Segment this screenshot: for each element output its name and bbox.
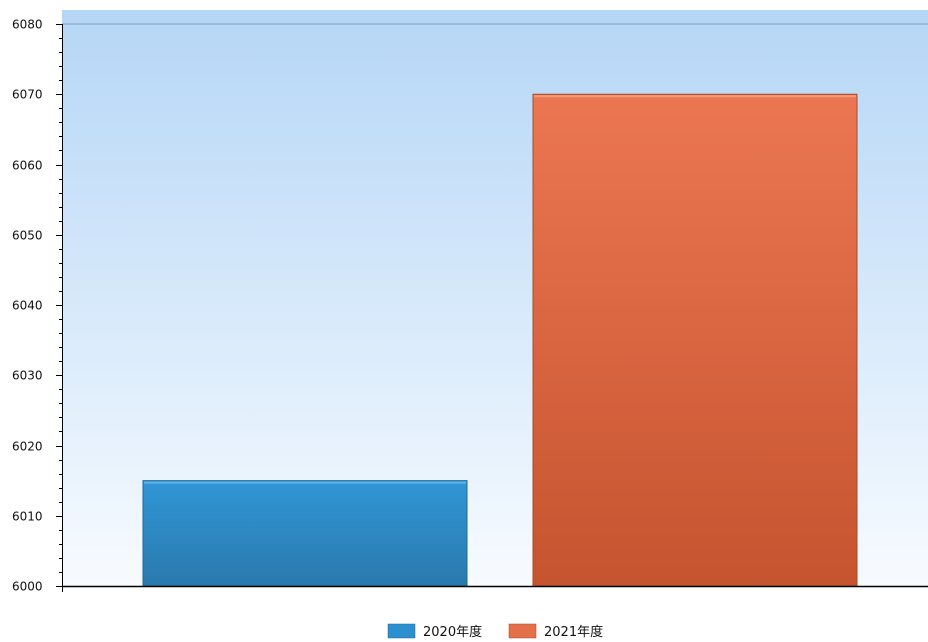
y-tick-label: 6030 (12, 369, 43, 383)
legend-swatch-2020年度 (387, 623, 416, 639)
bar-2020年度 (142, 480, 468, 587)
y-tick-label: 6080 (12, 18, 43, 32)
legend-swatch-2021年度 (508, 623, 537, 639)
y-tick-label: 6000 (12, 580, 43, 594)
y-tick-label: 6060 (12, 159, 43, 173)
y-tick-label: 6050 (12, 229, 43, 243)
legend-label-2021年度: 2021年度 (544, 624, 603, 640)
y-tick-label: 6020 (12, 440, 43, 454)
y-tick-label: 6040 (12, 299, 43, 313)
y-tick-label: 6070 (12, 88, 43, 102)
bar-highlight-2020年度 (144, 481, 466, 484)
bar-highlight-2021年度 (534, 95, 856, 98)
legend-label-2020年度: 2020年度 (423, 624, 482, 640)
y-tick-label: 6010 (12, 510, 43, 524)
bar-2021年度 (532, 93, 858, 587)
